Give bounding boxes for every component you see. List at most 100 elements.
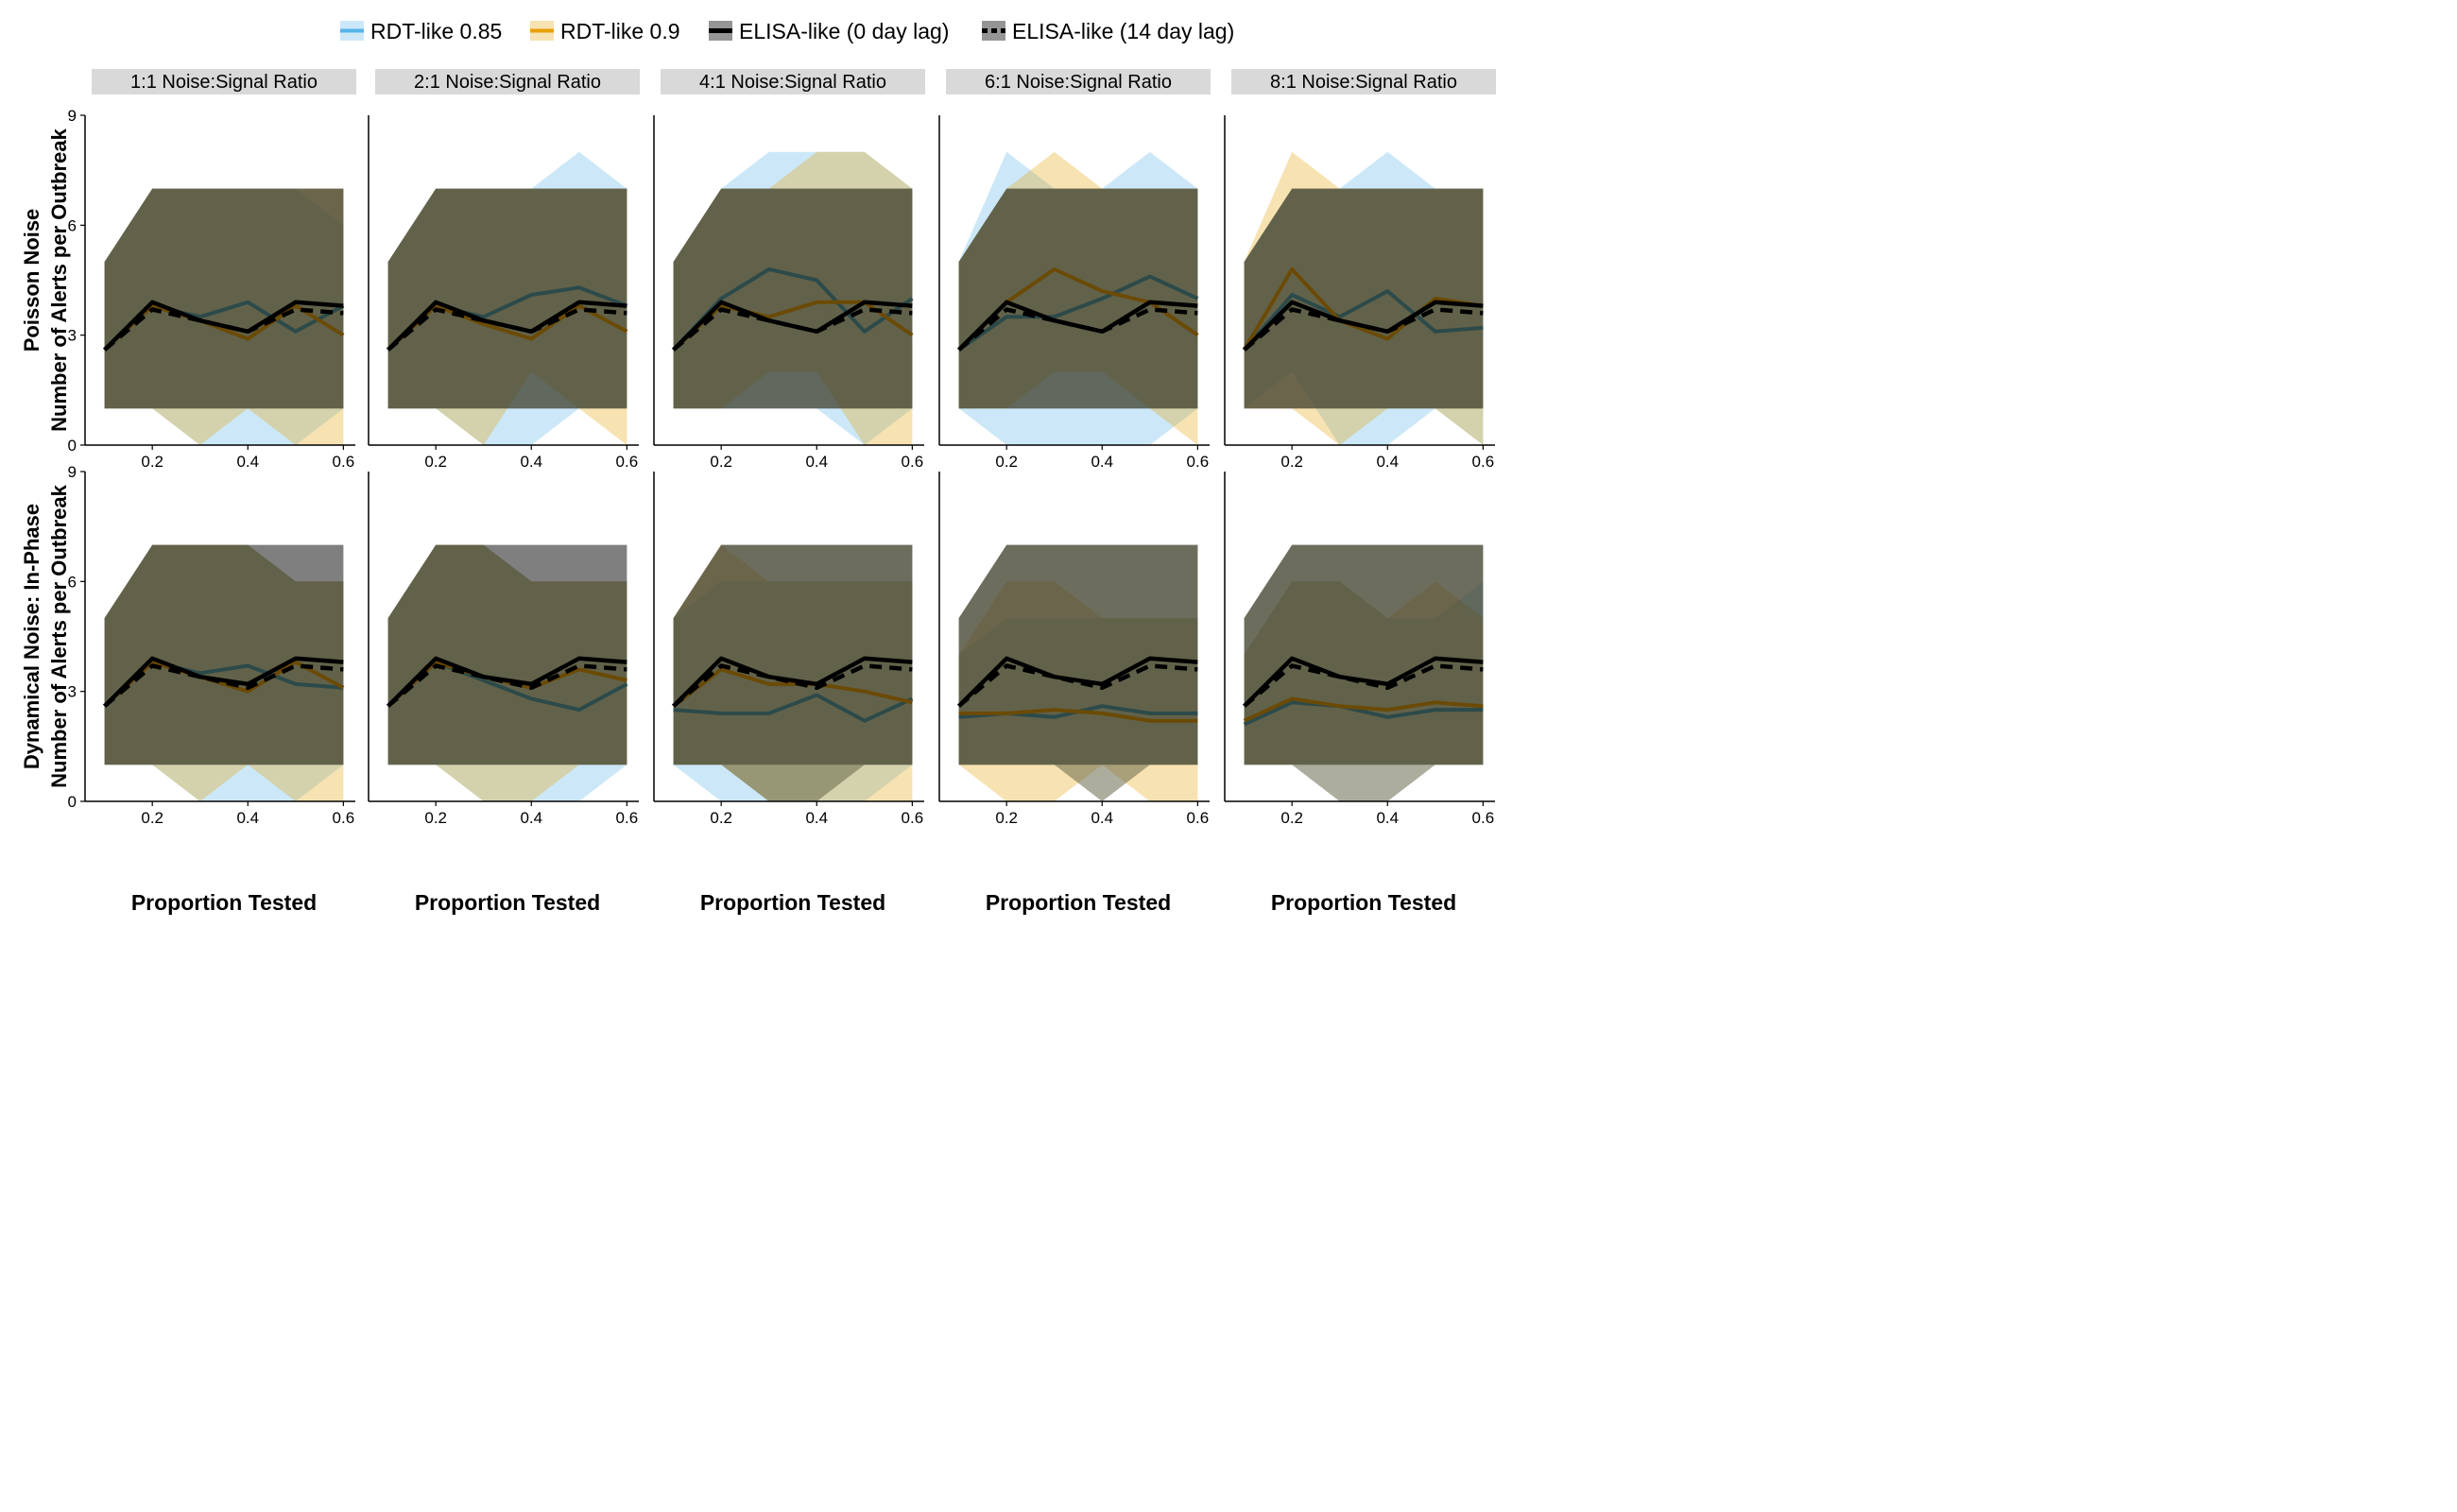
row-label: Poisson Noise Number of Alerts per Outbre… (20, 128, 71, 431)
facet-panel: 1:1 Noise:Signal Ratio 0.2 0.4 0.6 0 3 6 9 (68, 69, 356, 471)
y-axis-label: Number of Alerts per Outbreak (47, 484, 71, 787)
series-line (1243, 656, 1484, 708)
series-line (1243, 700, 1484, 727)
x-tick-label: 0.2 (1280, 453, 1303, 471)
y-tick-label: 3 (68, 683, 77, 701)
series-line (958, 708, 1198, 723)
facet-strip-label: 1:1 Noise:Signal Ratio (130, 72, 318, 93)
confidence-band (387, 188, 627, 409)
facet-strip (92, 69, 356, 94)
x-tick-label: 0.4 (236, 453, 259, 471)
y-tick-label: 0 (68, 437, 77, 455)
legend-item: ELISA-like (0 day lag) (709, 19, 949, 43)
facet-panel: 0.2 0.4 0.6 Proportion Tested (368, 472, 639, 915)
series-line (957, 307, 1198, 352)
x-axis-label: Proportion Tested (1271, 890, 1456, 915)
series-line (387, 663, 627, 708)
series-line (672, 663, 913, 708)
x-tick-label: 0.6 (1472, 809, 1495, 827)
x-tick-label: 0.6 (902, 809, 924, 827)
facet-panel: 6:1 Noise:Signal Ratio 0.2 0.4 0.6 (938, 69, 1211, 471)
y-tick-label: 6 (68, 573, 77, 591)
y-tick-label: 9 (68, 463, 77, 481)
facet-strip (661, 69, 925, 94)
facet-panel: 2:1 Noise:Signal Ratio 0.2 0.4 0.6 (368, 69, 640, 471)
y-tick-label: 0 (68, 793, 77, 811)
confidence-band (1244, 544, 1484, 801)
facet-strip-label: 6:1 Noise:Signal Ratio (985, 72, 1172, 93)
x-tick-label: 0.6 (333, 453, 355, 471)
y-axis-label: Number of Alerts per Outbreak (47, 128, 71, 431)
facet-panel: 0.2 0.4 0.6 Proportion Tested (1224, 472, 1495, 915)
x-tick-label: 0.6 (616, 809, 639, 827)
x-tick-label: 0.2 (995, 809, 1018, 827)
facet-strip (946, 69, 1211, 94)
legend-label: RDT-like 0.85 (370, 19, 502, 43)
chart-canvas: RDT-like 0.85 RDT-like 0.9 ELISA-like (0 d… (20, 19, 1496, 915)
series-line (957, 663, 1198, 708)
x-axis-label: Proportion Tested (700, 890, 885, 915)
series-line (1243, 696, 1484, 723)
series-line (957, 300, 1198, 352)
x-tick-label: 0.6 (1472, 453, 1495, 471)
x-tick-label: 0.2 (1280, 809, 1303, 827)
x-tick-label: 0.4 (1376, 809, 1399, 827)
x-tick-label: 0.4 (805, 453, 828, 471)
x-tick-label: 0.6 (1187, 453, 1210, 471)
x-tick-label: 0.2 (995, 453, 1018, 471)
series-line (672, 300, 913, 352)
facet-strip-label: 4:1 Noise:Signal Ratio (699, 72, 886, 93)
row-label-line-1: Poisson Noise (20, 209, 43, 352)
x-axis-label: Proportion Tested (131, 890, 317, 915)
x-tick-label: 0.4 (1376, 453, 1399, 471)
series-line (387, 307, 627, 352)
x-tick-label: 0.6 (1187, 809, 1210, 827)
facet-panel: 4:1 Noise:Signal Ratio 0.2 0.4 0.6 (653, 69, 925, 471)
x-tick-label: 0.4 (520, 809, 542, 827)
legend-item: ELISA-like (14 day lag) (982, 19, 1234, 43)
x-tick-label: 0.2 (424, 453, 447, 471)
facet-panel: 0.2 0.4 0.6 0 3 6 9 Proportion Tested (68, 463, 355, 915)
series-line (673, 693, 914, 723)
legend: RDT-like 0.85 RDT-like 0.9 ELISA-like (0 d… (340, 19, 1234, 43)
faceted-line-chart: RDT-like 0.85 RDT-like 0.9 ELISA-like (0 d… (0, 0, 1512, 945)
series-line (672, 667, 913, 708)
x-axis-label: Proportion Tested (986, 890, 1171, 915)
x-tick-label: 0.6 (333, 809, 355, 827)
x-tick-label: 0.4 (1091, 453, 1113, 471)
confidence-band (387, 544, 627, 765)
x-tick-label: 0.2 (710, 453, 732, 471)
x-axis-label: Proportion Tested (415, 890, 600, 915)
confidence-band (673, 544, 913, 801)
facet-panel: 0.2 0.4 0.6 Proportion Tested (938, 472, 1210, 915)
series-line (1243, 289, 1484, 352)
x-tick-label: 0.2 (141, 809, 163, 827)
x-tick-label: 0.4 (805, 809, 828, 827)
confidence-band (1244, 188, 1484, 409)
confidence-band (958, 544, 1198, 801)
facet-strip (375, 69, 640, 94)
x-tick-label: 0.2 (141, 453, 163, 471)
series-line (103, 307, 344, 352)
x-tick-label: 0.2 (424, 809, 447, 827)
series-line (103, 300, 344, 352)
facet-strip-label: 8:1 Noise:Signal Ratio (1270, 72, 1457, 93)
confidence-band (104, 544, 344, 765)
confidence-band (673, 188, 913, 409)
x-tick-label: 0.4 (236, 809, 259, 827)
series-line (103, 663, 344, 708)
facet-panel: 0.2 0.4 0.6 Proportion Tested (653, 472, 924, 915)
series-line (672, 656, 913, 708)
legend-label: ELISA-like (14 day lag) (1012, 19, 1234, 43)
series-line (672, 266, 914, 352)
legend-label: RDT-like 0.9 (560, 19, 680, 43)
legend-label: ELISA-like (0 day lag) (739, 19, 949, 43)
x-tick-label: 0.2 (710, 809, 732, 827)
series-line (1243, 663, 1484, 708)
facet-strip (1231, 69, 1496, 94)
legend-item: RDT-like 0.85 (340, 19, 502, 43)
legend-item: RDT-like 0.9 (530, 19, 680, 43)
series-line (1242, 266, 1484, 352)
facet-panel: 8:1 Noise:Signal Ratio 0.2 0.4 0.6 (1224, 69, 1496, 471)
row-label: Dynamical Noise: In-Phase Number of Alert… (20, 484, 71, 787)
